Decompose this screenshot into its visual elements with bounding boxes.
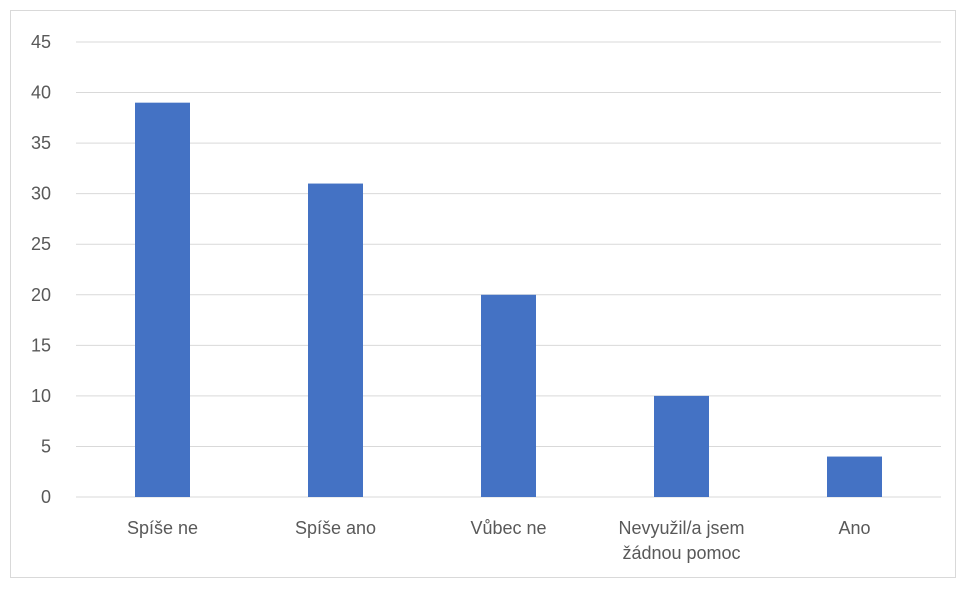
y-tick-label-25: 25 <box>31 234 51 254</box>
x-category-label-0: Spíše ne <box>127 518 198 538</box>
y-tick-label-5: 5 <box>41 436 51 456</box>
x-category-label-3: Nevyužil/a jsem žádnou pomoc <box>618 518 744 563</box>
x-axis-category-labels: Spíše ne Spíše ano Vůbec ne Nevyužil/a jsem… <box>127 518 871 563</box>
y-tick-label-15: 15 <box>31 335 51 355</box>
y-tick-label-30: 30 <box>31 184 51 204</box>
y-tick-label-10: 10 <box>31 386 51 406</box>
bars <box>135 102 882 498</box>
bar-0 <box>135 102 190 498</box>
x-category-label-4: Ano <box>838 518 870 538</box>
y-tick-label-20: 20 <box>31 285 51 305</box>
bar-4 <box>827 456 882 497</box>
bar-chart: 0 5 10 15 20 25 30 35 40 45 Spíše ne Spíše ano Vůbe… <box>31 32 941 563</box>
y-tick-label-0: 0 <box>41 487 51 507</box>
y-tick-label-40: 40 <box>31 83 51 103</box>
x-category-label-2: Vůbec ne <box>470 518 546 538</box>
y-tick-label-45: 45 <box>31 32 51 52</box>
y-tick-label-35: 35 <box>31 133 51 153</box>
bar-1 <box>308 183 363 498</box>
chart-frame: 0 5 10 15 20 25 30 35 40 45 Spíše ne Spíše ano Vůbe… <box>10 10 956 578</box>
bar-3 <box>654 395 709 497</box>
x-category-label-1: Spíše ano <box>295 518 376 538</box>
bar-2 <box>481 294 536 497</box>
y-axis-tick-labels: 0 5 10 15 20 25 30 35 40 45 <box>31 32 51 507</box>
